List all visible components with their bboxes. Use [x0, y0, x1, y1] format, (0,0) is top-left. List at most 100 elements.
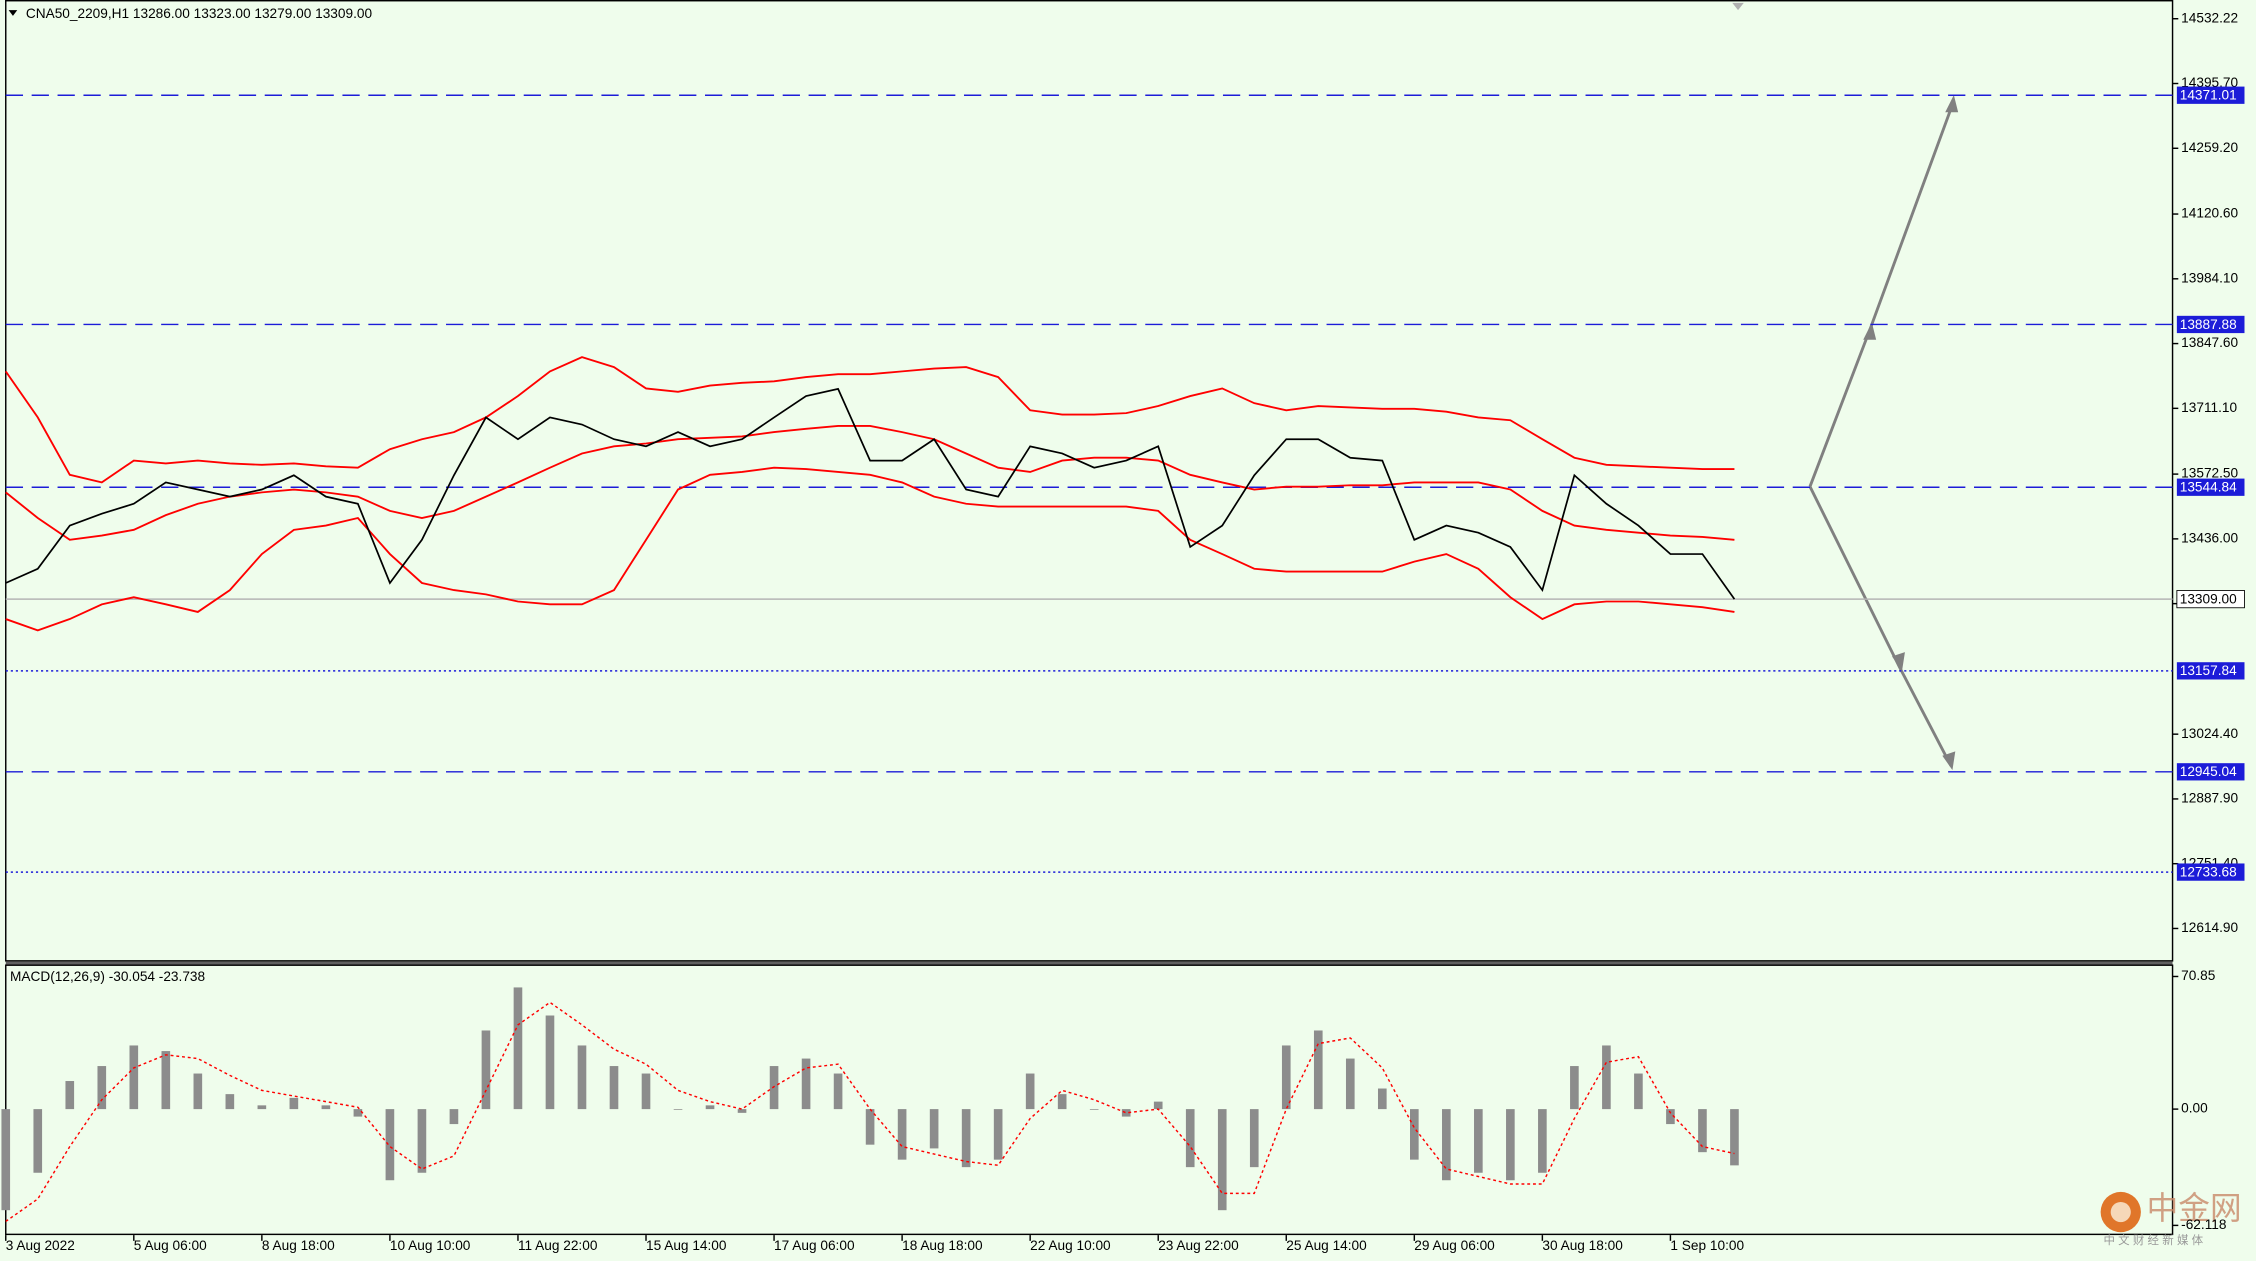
macd-bar [1249, 1109, 1259, 1168]
level-label-box [2176, 763, 2245, 781]
macd-panel-frame [5, 964, 2174, 1236]
y-tick-label: 14259.20 [2181, 140, 2238, 155]
macd-bar [1538, 1109, 1547, 1173]
macd-bar [481, 1030, 491, 1110]
macd-bar [1345, 1058, 1355, 1110]
band-middle [5, 425, 1735, 541]
macd-bar [769, 1066, 779, 1110]
macd-bar [1377, 1088, 1387, 1110]
x-tick-label: 3 Aug 2022 [6, 1238, 75, 1253]
level-label-box [2176, 662, 2245, 680]
current-price-box [2176, 590, 2245, 609]
watermark-logo: 中金网 [2147, 1190, 2242, 1226]
band-upper [4, 356, 1735, 484]
y-tick-label: 14532.22 [2181, 10, 2238, 25]
x-tick-label: 17 Aug 06:00 [774, 1238, 855, 1253]
level-label-box [2176, 863, 2245, 881]
macd-bar [1, 1109, 11, 1211]
level-label: 13887.88 [2180, 317, 2237, 332]
level-label: 12733.68 [2180, 864, 2237, 879]
menu-triangle[interactable] [8, 10, 18, 16]
macd-bar [129, 1045, 139, 1110]
down-arrowhead [1942, 751, 1956, 771]
macd-bar [1089, 1109, 1099, 1110]
macd-bar [417, 1109, 427, 1173]
y-tick-label: 14395.70 [2181, 75, 2238, 90]
macd-bar [1698, 1109, 1707, 1153]
macd-bar [1602, 1045, 1611, 1110]
macd-label: MACD(12,26,9) -30.054 -23.738 [10, 969, 205, 984]
macd-bar [289, 1097, 299, 1110]
macd-bar [737, 1109, 747, 1113]
macd-bar [1410, 1109, 1419, 1160]
macd-bar [961, 1109, 971, 1168]
macd-bar [1730, 1109, 1739, 1166]
macd-bar [577, 1045, 587, 1110]
macd-bar [193, 1073, 203, 1110]
macd-bar [385, 1109, 395, 1181]
macd-y-tick-label: -62.118 [2181, 1217, 2226, 1232]
price-panel-frame [5, 0, 2174, 962]
macd-bar [1442, 1109, 1451, 1181]
macd-bar [609, 1066, 619, 1110]
x-tick-label: 18 Aug 18:00 [902, 1238, 983, 1253]
macd-bar [225, 1094, 235, 1110]
macd-bar [1057, 1094, 1067, 1110]
macd-bar [993, 1109, 1003, 1160]
level-label: 14371.01 [2180, 88, 2237, 103]
macd-bar [1634, 1073, 1643, 1110]
level-label-box [2176, 478, 2245, 496]
macd-bar [65, 1081, 75, 1110]
macd-bar [929, 1109, 939, 1149]
y-tick-label: 12614.90 [2181, 920, 2238, 935]
macd-bar [705, 1105, 715, 1110]
macd-bar [673, 1109, 683, 1110]
close-line [5, 387, 1736, 600]
y-tick-label: 13436.00 [2181, 530, 2238, 545]
macd-bar [1153, 1101, 1163, 1110]
shift-marker [1732, 2, 1744, 11]
x-tick-label: 11 Aug 22:00 [518, 1238, 598, 1253]
macd-bar [801, 1058, 811, 1110]
current-price-label: 13309.00 [2180, 591, 2237, 606]
level-label: 13157.84 [2180, 663, 2237, 678]
macd-bar [97, 1066, 107, 1110]
level-label: 13544.84 [2180, 480, 2237, 495]
y-tick-label: 13024.40 [2181, 726, 2238, 741]
y-tick-label: 12887.90 [2181, 791, 2238, 806]
y-tick-label: 13572.50 [2181, 466, 2238, 481]
up-arrowhead [1945, 95, 1959, 113]
macd-bar [833, 1073, 843, 1110]
macd-bar [1570, 1066, 1579, 1110]
up-arrowhead-mid [1863, 322, 1877, 340]
band-lower [5, 466, 1735, 632]
chart-title: CNA50_2209,H1 13286.00 13323.00 13279.00… [26, 6, 373, 21]
macd-bar [513, 987, 523, 1110]
macd-bar [545, 1015, 555, 1110]
macd-bar [1217, 1109, 1227, 1211]
x-tick-label: 1 Sep 10:00 [1670, 1238, 1744, 1253]
level-label-box [2176, 315, 2245, 334]
macd-bar [1185, 1109, 1195, 1168]
y-tick-label: 14120.60 [2181, 206, 2238, 221]
macd-bar [321, 1105, 331, 1110]
macd-bar [865, 1109, 875, 1145]
macd-y-tick-label: 70.85 [2181, 968, 2216, 983]
logo-icon-inner [2110, 1201, 2131, 1223]
x-tick-label: 29 Aug 06:00 [1414, 1238, 1495, 1253]
macd-bar [353, 1109, 363, 1117]
x-tick-label: 8 Aug 18:00 [262, 1238, 335, 1253]
x-tick-label: 25 Aug 14:00 [1286, 1238, 1367, 1253]
macd-bar [1281, 1045, 1291, 1110]
level-label: 12945.04 [2180, 764, 2237, 779]
y-tick-label: 13984.10 [2181, 270, 2238, 285]
macd-bar [1474, 1109, 1483, 1173]
watermark-tagline: 中 文 财 经 新 媒 体 [2103, 1233, 2203, 1247]
macd-bar [161, 1051, 171, 1110]
macd-bar [641, 1073, 651, 1110]
macd-bar [257, 1105, 267, 1110]
macd-bar [1025, 1073, 1035, 1110]
x-tick-label: 23 Aug 22:00 [1158, 1238, 1239, 1253]
